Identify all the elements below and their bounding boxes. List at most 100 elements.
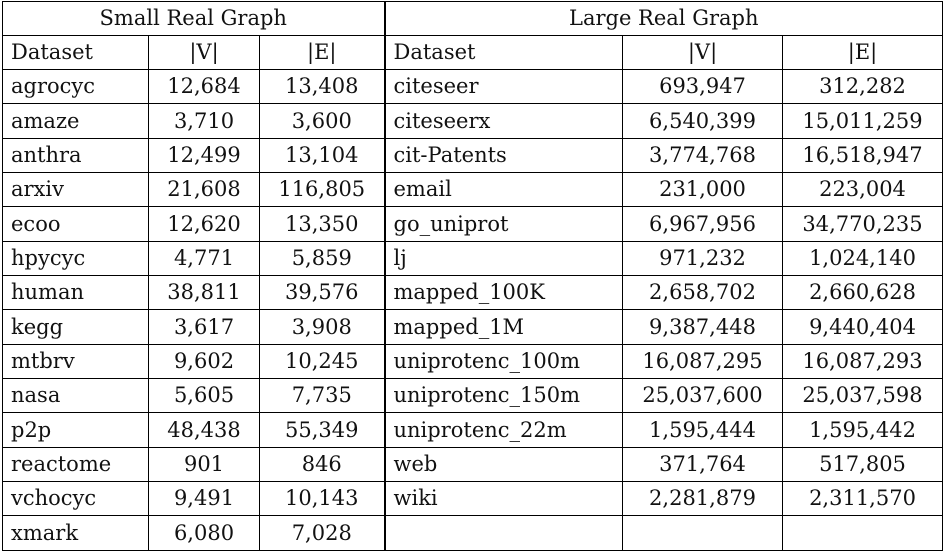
- small-edges-cell: 846: [259, 446, 385, 483]
- small-vertices-cell: 5,605: [148, 378, 260, 414]
- large-vertices-header: |V|: [622, 35, 783, 70]
- small-dataset-cell: p2p: [2, 412, 149, 448]
- table-row: agrocyc 12,684 13,408 citeseer 693,947 312,28…: [2, 68, 944, 105]
- small-vertices-cell: 6,080: [148, 515, 260, 551]
- small-dataset-cell: amaze: [2, 103, 149, 139]
- large-dataset-cell: uniprotenc_100m: [383, 343, 623, 380]
- table-row: kegg 3,617 3,908 mapped_1M 9,387,448 9,440,40…: [2, 309, 944, 345]
- table-row: mtbrv 9,602 10,245 uniprotenc_100m 16,087,29…: [2, 343, 944, 380]
- large-edges-cell: 517,805: [781, 446, 944, 483]
- large-dataset-cell: mapped_100K: [383, 275, 623, 311]
- table-row: human 38,811 39,576 mapped_100K 2,658,702 2,6…: [2, 275, 944, 311]
- large-edges-cell: 1,595,442: [781, 412, 944, 448]
- large-edges-cell: 1,024,140: [781, 240, 944, 277]
- large-vertices-cell: 6,967,956: [622, 206, 783, 242]
- large-edges-cell: 16,087,293: [781, 343, 944, 380]
- large-edges-cell: [781, 515, 944, 551]
- small-vertices-cell: 12,620: [148, 206, 260, 242]
- small-edges-cell: 5,859: [259, 240, 385, 277]
- small-vertices-cell: 21,608: [148, 172, 260, 208]
- table-body: agrocyc 12,684 13,408 citeseer 693,947 312,28…: [2, 68, 944, 551]
- large-dataset-cell: uniprotenc_150m: [383, 378, 623, 414]
- large-edges-cell: 2,311,570: [781, 481, 944, 517]
- small-edges-cell: 13,104: [259, 137, 385, 174]
- small-dataset-cell: xmark: [2, 515, 149, 551]
- large-edges-cell: 223,004: [781, 172, 944, 208]
- large-vertices-cell: 9,387,448: [622, 309, 783, 345]
- small-graph-group-header: Small Real Graph: [2, 1, 385, 36]
- large-edges-header: |E|: [781, 35, 944, 70]
- large-vertices-cell: 25,037,600: [622, 378, 783, 414]
- small-vertices-cell: 12,499: [148, 137, 260, 174]
- small-dataset-header: Dataset: [2, 35, 149, 70]
- large-vertices-cell: 371,764: [622, 446, 783, 483]
- large-dataset-cell: web: [383, 446, 623, 483]
- table-row: vchocyc 9,491 10,143 wiki 2,281,879 2,311,570: [2, 481, 944, 517]
- large-vertices-cell: 2,281,879: [622, 481, 783, 517]
- small-edges-cell: 13,350: [259, 206, 385, 242]
- large-edges-cell: 34,770,235: [781, 206, 944, 242]
- small-edges-cell: 7,735: [259, 378, 385, 414]
- large-dataset-cell: cit-Patents: [383, 137, 623, 174]
- large-vertices-cell: 693,947: [622, 68, 783, 105]
- small-dataset-cell: mtbrv: [2, 343, 149, 380]
- small-vertices-cell: 9,602: [148, 343, 260, 380]
- table-row: hpycyc 4,771 5,859 lj 971,232 1,024,140: [2, 240, 944, 277]
- large-edges-cell: 25,037,598: [781, 378, 944, 414]
- table-row: arxiv 21,608 116,805 email 231,000 223,004: [2, 172, 944, 208]
- table-row: amaze 3,710 3,600 citeseerx 6,540,399 15,011,…: [2, 103, 944, 139]
- large-dataset-cell: uniprotenc_22m: [383, 412, 623, 448]
- large-dataset-cell: go_uniprot: [383, 206, 623, 242]
- large-edges-cell: 16,518,947: [781, 137, 944, 174]
- small-edges-cell: 55,349: [259, 412, 385, 448]
- column-header-row: Dataset |V| |E| Dataset |V| |E|: [2, 35, 944, 70]
- large-edges-cell: 312,282: [781, 68, 944, 105]
- small-vertices-cell: 38,811: [148, 275, 260, 311]
- small-vertices-cell: 12,684: [148, 68, 260, 105]
- small-edges-cell: 39,576: [259, 275, 385, 311]
- small-edges-cell: 10,245: [259, 343, 385, 380]
- table-row: ecoo 12,620 13,350 go_uniprot 6,967,956 34,77…: [2, 206, 944, 242]
- small-vertices-cell: 48,438: [148, 412, 260, 448]
- large-vertices-cell: 3,774,768: [622, 137, 783, 174]
- small-edges-cell: 13,408: [259, 68, 385, 105]
- large-vertices-cell: 971,232: [622, 240, 783, 277]
- small-dataset-cell: agrocyc: [2, 68, 149, 105]
- large-dataset-cell: mapped_1M: [383, 309, 623, 345]
- large-edges-cell: 9,440,404: [781, 309, 944, 345]
- small-dataset-cell: hpycyc: [2, 240, 149, 277]
- large-dataset-cell: citeseer: [383, 68, 623, 105]
- large-vertices-cell: 231,000: [622, 172, 783, 208]
- small-vertices-cell: 4,771: [148, 240, 260, 277]
- small-dataset-cell: reactome: [2, 446, 149, 483]
- small-dataset-cell: vchocyc: [2, 481, 149, 517]
- small-edges-cell: 10,143: [259, 481, 385, 517]
- small-vertices-cell: 901: [148, 446, 260, 483]
- table-row: p2p 48,438 55,349 uniprotenc_22m 1,595,444 1,…: [2, 412, 944, 448]
- large-vertices-cell: [622, 515, 783, 551]
- large-dataset-cell: wiki: [383, 481, 623, 517]
- small-dataset-cell: kegg: [2, 309, 149, 345]
- small-vertices-cell: 3,710: [148, 103, 260, 139]
- table-row: reactome 901 846 web 371,764 517,805: [2, 446, 944, 483]
- small-edges-cell: 3,908: [259, 309, 385, 345]
- large-vertices-cell: 2,658,702: [622, 275, 783, 311]
- table-row: nasa 5,605 7,735 uniprotenc_150m 25,037,600 2…: [2, 378, 944, 414]
- large-dataset-cell: email: [383, 172, 623, 208]
- small-dataset-cell: nasa: [2, 378, 149, 414]
- large-dataset-header: Dataset: [383, 35, 623, 70]
- small-vertices-cell: 9,491: [148, 481, 260, 517]
- large-edges-cell: 2,660,628: [781, 275, 944, 311]
- small-dataset-cell: ecoo: [2, 206, 149, 242]
- large-graph-group-header: Large Real Graph: [383, 1, 944, 36]
- small-vertices-cell: 3,617: [148, 309, 260, 345]
- large-vertices-cell: 16,087,295: [622, 343, 783, 380]
- large-vertices-cell: 6,540,399: [622, 103, 783, 139]
- small-dataset-cell: human: [2, 275, 149, 311]
- small-edges-cell: 116,805: [259, 172, 385, 208]
- group-header-row: Small Real Graph Large Real Graph: [2, 1, 944, 36]
- large-dataset-cell: [383, 515, 623, 551]
- small-edges-cell: 7,028: [259, 515, 385, 551]
- large-edges-cell: 15,011,259: [781, 103, 944, 139]
